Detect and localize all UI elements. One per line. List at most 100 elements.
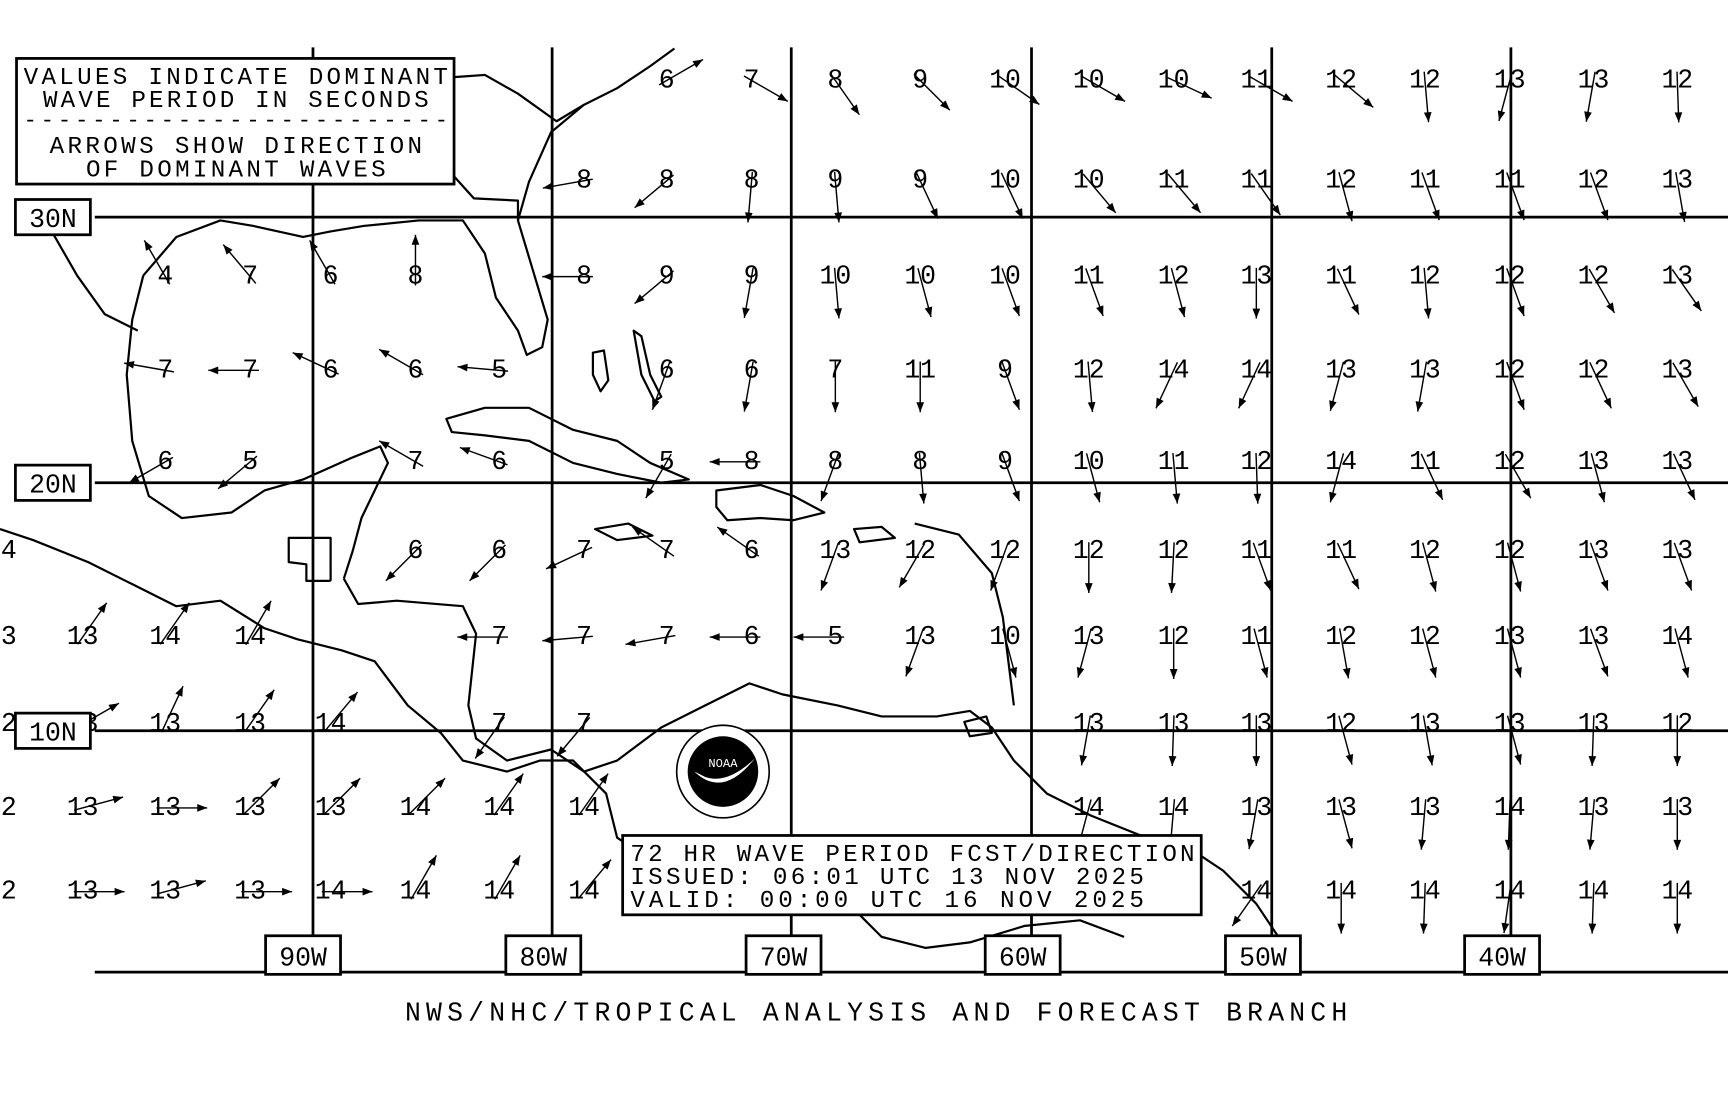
arrowhead-icon (1429, 666, 1437, 678)
arrowhead-icon (1253, 493, 1262, 504)
arrowhead-icon (1673, 839, 1682, 850)
grid-cell: 13 (1578, 622, 1609, 677)
guatemala-border (287, 536, 332, 582)
grid-cell: 12 (1240, 447, 1272, 504)
grid-cell: 10 (904, 262, 936, 318)
arrowhead-icon (1263, 579, 1271, 591)
grid-cell: 13 (1578, 447, 1609, 503)
grid-cell: 13 (1661, 262, 1702, 312)
us-gulf-atlantic-coast (142, 47, 676, 357)
wave-period-value: 3 (1, 622, 17, 652)
grid-cell: 14 (315, 877, 373, 907)
arrowhead-icon (1679, 211, 1687, 223)
grid-cell: 7 (474, 709, 507, 759)
arrowhead-icon (916, 402, 925, 413)
arrowhead-icon (457, 633, 468, 641)
noaa-logo-text: NOAA (708, 757, 738, 771)
grid-cell: 12 (898, 536, 936, 588)
arrowhead-icon (180, 602, 190, 614)
arrowhead-icon (1172, 493, 1181, 504)
grid-cell: 4 (1, 536, 17, 566)
arrowhead-icon (1600, 665, 1609, 677)
arrowhead-icon (919, 493, 927, 504)
grid-cell: 8 (827, 65, 860, 116)
grid-cell: 6 (309, 240, 339, 292)
lesser-antilles (914, 522, 1015, 706)
grid-cell: 11 (1325, 536, 1360, 590)
arrowhead-icon (1415, 401, 1424, 412)
grid-cell: 13 (1409, 355, 1441, 412)
grid-cell: 14 (1494, 877, 1526, 934)
arrowhead-icon (632, 527, 643, 536)
arrowhead-icon (1271, 204, 1281, 216)
grid-cell: 12 (1661, 709, 1693, 767)
grid-cell: 14 (400, 777, 446, 823)
arrowhead-icon (129, 474, 140, 483)
grid-cell: 13 (149, 877, 206, 907)
grid-cell: 13 (1409, 709, 1441, 766)
grid-cell: 12 (1409, 622, 1441, 678)
arrowhead-icon (1260, 666, 1269, 678)
arrowhead-icon (282, 887, 293, 896)
grid-cell: 8 (542, 166, 593, 196)
grid-cell: 10 (1073, 65, 1126, 103)
grid-cell: 5 (793, 622, 845, 652)
arrowhead-icon (1501, 922, 1510, 934)
grid-cell: 13 (1578, 793, 1609, 850)
arrowhead-icon (435, 778, 446, 789)
grid-cell: 14 (234, 600, 272, 652)
grid-cell: 7 (123, 355, 175, 385)
arrowhead-icon (1434, 489, 1443, 500)
grid-cell: 6 (292, 351, 339, 385)
arrowhead-icon (1282, 93, 1293, 102)
grid-cell: 8 (820, 447, 843, 502)
lon-label-box-60w (983, 934, 1062, 976)
grid-cell: 14 (1231, 877, 1272, 927)
grid-cell: 12 (1578, 262, 1616, 314)
arrowhead-icon (1178, 306, 1186, 318)
grid-cell: 12 (1325, 622, 1357, 679)
grid-cell: 10 (1073, 166, 1117, 214)
grid-cell: 14 (1409, 877, 1441, 934)
grid-cell: 13 (904, 622, 936, 677)
grid-cell: 11 (1325, 262, 1360, 315)
grid-cell: 13 (1578, 536, 1609, 591)
arrowhead-icon (175, 686, 184, 697)
noaa-logo: NOAA (675, 724, 771, 819)
arrowhead-icon (1246, 838, 1255, 850)
arrowhead-icon (428, 855, 437, 866)
grid-cell: 13 (1494, 709, 1526, 765)
arrowhead-icon (1351, 578, 1359, 590)
arrowhead-icon (645, 487, 655, 499)
arrowhead-icon (1337, 923, 1346, 934)
forecast-info-box: 72 HR WAVE PERIOD FCST/DIRECTION ISSUED:… (621, 834, 1203, 917)
jamaica (594, 522, 654, 542)
grid-cell: 14 (568, 859, 612, 907)
arrowhead-icon (742, 401, 750, 412)
arrowhead-icon (1514, 580, 1522, 592)
grid-cell: 12 (1158, 536, 1190, 593)
arrowhead-icon (1345, 210, 1354, 222)
south-america-inland (858, 914, 1125, 949)
arrowhead-icon (692, 59, 704, 68)
arrowhead-icon (1418, 839, 1426, 850)
wave-period-value: 2 (1, 793, 17, 823)
arrowhead-icon (1087, 401, 1096, 413)
arrowhead-icon (542, 182, 554, 191)
arrowhead-icon (1600, 579, 1609, 591)
grid-cell: 13 (1661, 793, 1693, 850)
grid-cell: 9 (742, 262, 760, 319)
grid-cell: 7 (545, 536, 593, 570)
grid-cell: 13 (1240, 262, 1272, 319)
arrowhead-icon (1517, 399, 1525, 410)
arrowhead-icon (1423, 308, 1432, 319)
grid-cell: 13 (1409, 793, 1441, 850)
grid-cell: 12 (1494, 355, 1526, 410)
arrowhead-icon (292, 352, 304, 361)
noaa-bird-icon (694, 758, 755, 783)
grid-cell: 13 (1661, 447, 1696, 501)
lat-label-20n: 20N (29, 471, 77, 501)
south-america-coast (583, 682, 1296, 971)
arrowhead-icon (1084, 583, 1093, 593)
arrowhead-icon (1673, 756, 1682, 767)
